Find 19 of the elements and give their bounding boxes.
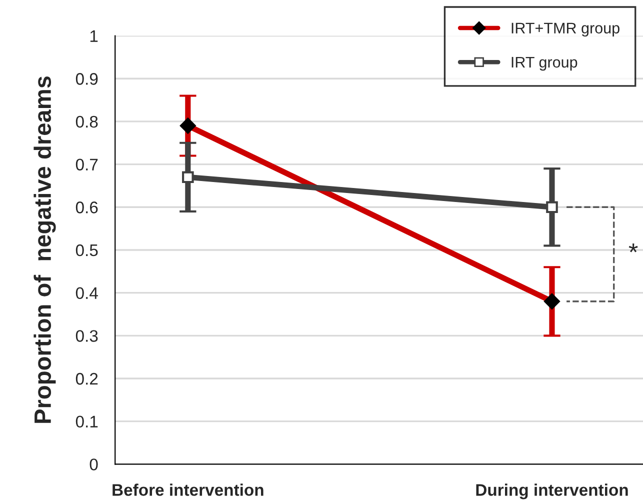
x-tick-label: Before intervention: [112, 484, 264, 496]
legend-label: IRT+TMR group: [512, 22, 620, 37]
y-tick-label: 0.2: [76, 372, 98, 385]
y-tick-label: 0.8: [76, 116, 98, 128]
point: [182, 171, 194, 184]
legend-label: IRT group: [512, 56, 578, 71]
y-tick-label: 1: [90, 30, 98, 42]
x-tick-label: During intervention: [476, 484, 628, 500]
y-tick-label: 0.5: [76, 244, 98, 256]
y-tick-label: 0.9: [76, 73, 98, 85]
annotation: *: [628, 244, 638, 252]
y-tick-label: 0.6: [76, 202, 98, 214]
y-axis-title: Proportion of negative dreams: [34, 76, 56, 423]
y-tick-label: 0.1: [76, 416, 98, 428]
y-tick-label: 0: [90, 458, 98, 470]
y-tick-label: 0.7: [76, 158, 98, 171]
y-tick-label: 0.3: [76, 330, 98, 342]
point: [546, 201, 558, 214]
y-tick-label: 0.4: [76, 287, 98, 300]
